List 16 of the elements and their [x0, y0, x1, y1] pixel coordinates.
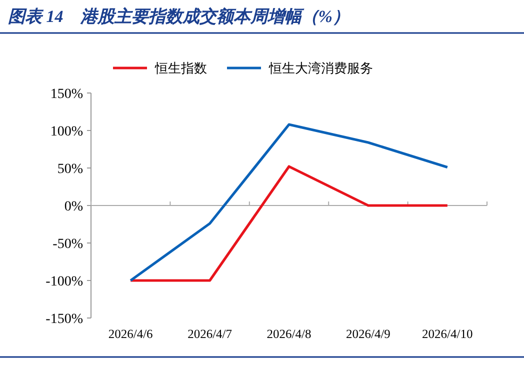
line-series [129, 123, 449, 282]
y-tick-label: -50% [52, 236, 84, 252]
y-tick-label: 150% [50, 86, 84, 102]
x-tick-label: 2026/4/6 [108, 327, 153, 341]
x-tick-label: 2026/4/9 [346, 327, 390, 341]
legend-label: 恒生指数 [154, 62, 207, 77]
y-tick-label: 0% [64, 199, 84, 214]
x-tick-label: 2026/4/10 [422, 327, 473, 341]
legend-label: 恒生大湾消费服务 [268, 60, 373, 77]
y-tick-label: 100% [50, 124, 84, 140]
y-tick-label: 50% [57, 162, 84, 177]
x-tick-label: 2026/4/7 [188, 327, 232, 341]
chart-title: 图表 14 港股主要指数成交额本周增幅（%） [8, 7, 350, 26]
y-tick-label: -100% [46, 274, 84, 290]
y-tick-label: -150% [46, 312, 84, 327]
x-tick-label: 2026/4/8 [266, 327, 312, 341]
